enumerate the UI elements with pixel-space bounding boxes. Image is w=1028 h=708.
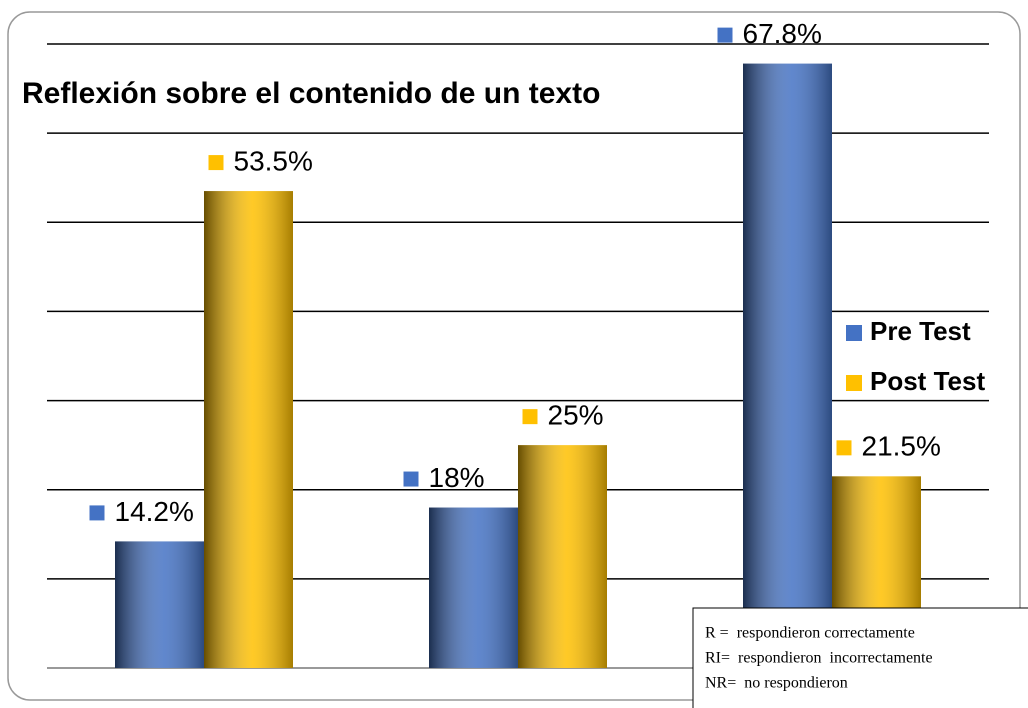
value-label: 14.2%: [115, 496, 194, 527]
bar-shade: [743, 63, 832, 668]
label-swatch: [717, 27, 733, 43]
note-text: NR= no respondieron: [705, 675, 848, 692]
legend-swatch: [846, 325, 862, 341]
value-label: 18%: [429, 462, 485, 493]
value-label: 25%: [548, 400, 604, 431]
legend-label: Post Test: [870, 366, 985, 396]
label-swatch: [208, 155, 224, 171]
bar-shade: [204, 191, 293, 669]
label-swatch: [403, 471, 419, 487]
label-swatch: [522, 409, 538, 425]
note-box: [692, 607, 1028, 708]
value-label: 67.8%: [743, 18, 822, 49]
value-label: 21.5%: [862, 431, 941, 462]
legend-label: Pre Test: [870, 316, 971, 346]
label-swatch: [89, 505, 105, 521]
bar-shade: [429, 507, 518, 668]
bar-shade: [518, 445, 607, 668]
value-label: 53.5%: [234, 145, 313, 176]
note-text: R = respondieron correctamente: [705, 625, 915, 642]
bar-shade: [115, 541, 204, 668]
note-text: RI= respondieron incorrectamente: [705, 650, 933, 667]
legend-swatch: [846, 375, 862, 391]
chart-title: Reflexión sobre el contenido de un texto: [22, 77, 600, 110]
label-swatch: [836, 440, 852, 456]
